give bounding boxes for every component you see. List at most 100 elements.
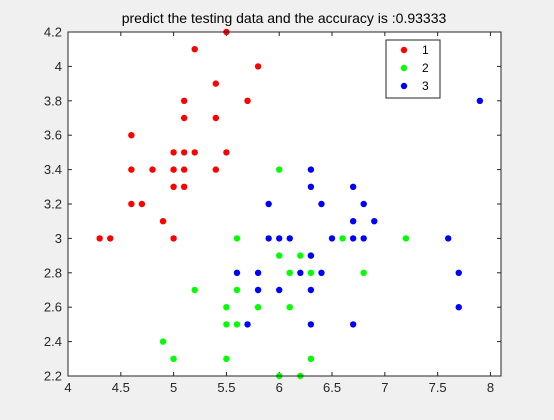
series-1-point	[254, 63, 262, 70]
series-3-point	[360, 235, 367, 242]
series-1-point	[170, 166, 177, 173]
series-2-point	[402, 235, 410, 242]
series-2-point	[339, 235, 346, 242]
series-2-point	[276, 166, 283, 173]
series-3-point	[349, 235, 357, 242]
series-3-point	[307, 166, 315, 173]
series-3-point	[455, 269, 462, 276]
y-tick-label: 3.6	[44, 128, 62, 143]
series-1-point	[170, 149, 177, 156]
x-tick-label: 4	[64, 380, 71, 395]
series-1-point	[128, 200, 135, 208]
series-3-point	[254, 286, 262, 294]
legend-entry-label: 1	[422, 43, 429, 57]
legend: 1 2 3	[385, 39, 441, 99]
series-3-point	[328, 235, 336, 242]
series-1-point	[180, 149, 188, 156]
series-3-point	[318, 200, 325, 208]
y-tick-label: 2.8	[44, 265, 62, 280]
data-points	[96, 28, 484, 380]
series-2-point	[233, 286, 241, 294]
series-1-point	[138, 200, 146, 208]
series-1-point	[180, 183, 188, 190]
series-2-point	[254, 304, 262, 311]
series-3-point	[307, 321, 315, 328]
legend-marker	[400, 46, 408, 54]
x-tick-label: 5	[170, 380, 177, 395]
series-2-point	[233, 235, 241, 242]
y-tick-label: 3.8	[44, 93, 62, 108]
x-tick-label: 6	[276, 380, 283, 395]
y-tick-label: 3.4	[44, 162, 62, 177]
y-tick-label: 2.4	[44, 334, 62, 349]
legend-marker	[400, 82, 408, 90]
series-3-point	[318, 269, 325, 276]
series-2-point	[191, 286, 198, 294]
series-2-point	[286, 269, 293, 276]
y-tick-label: 4.2	[44, 25, 62, 40]
series-3-point	[276, 235, 283, 242]
series-2-point	[307, 269, 315, 276]
series-1-point	[212, 166, 220, 173]
plot-frame	[67, 31, 502, 377]
series-3-point	[349, 218, 357, 225]
series-3-point	[455, 304, 462, 311]
series-3-point	[349, 183, 357, 190]
series-3-point	[244, 321, 251, 328]
legend-entry-label: 3	[422, 79, 429, 93]
series-1-point	[180, 114, 188, 122]
series-3-point	[476, 97, 484, 105]
y-tick-label: 3	[55, 231, 62, 246]
legend-marker	[400, 64, 408, 72]
y-tick-label: 4	[55, 59, 62, 74]
series-1-point	[180, 97, 188, 105]
series-1-point	[170, 235, 177, 242]
series-2-point	[159, 338, 167, 345]
series-2-point	[286, 304, 293, 311]
series-2-point	[170, 355, 177, 362]
series-1-point	[180, 166, 188, 173]
series-2-point	[223, 304, 230, 311]
series-1-point	[128, 166, 135, 173]
y-tick-label: 2.6	[44, 300, 62, 315]
axis-ticks: 4 4.5 5 5.5 6 6.5 7 7.5 8 2.2 2.4 2.6 2.8 3 3.2 3.4 3.6 3…	[44, 25, 501, 395]
series-3-point	[286, 235, 293, 242]
y-tick-label: 2.2	[44, 369, 62, 384]
legend-entry-label: 2	[422, 61, 429, 75]
series-3-point	[265, 200, 272, 208]
x-tick-label: 8	[487, 380, 494, 395]
series-2-point	[233, 321, 241, 328]
series-1-point	[128, 132, 135, 139]
series-3-point	[349, 321, 357, 328]
chart-title: predict the testing data and the accurac…	[122, 10, 447, 26]
series-3-point	[233, 269, 241, 276]
series-2-point	[223, 355, 230, 362]
series-1-point	[191, 46, 198, 53]
y-tick-label: 3.2	[44, 197, 62, 212]
legend-box	[385, 39, 441, 99]
x-tick-label: 6.5	[323, 380, 341, 395]
series-1-point	[212, 114, 220, 122]
series-1-point	[212, 80, 220, 87]
series-1-point	[149, 166, 156, 173]
x-tick-label: 7.5	[429, 380, 447, 395]
series-1-point	[107, 235, 114, 242]
series-3-point	[297, 269, 304, 276]
series-1-point	[159, 218, 167, 225]
series-3-point	[307, 183, 315, 190]
series-3-point	[444, 235, 452, 242]
series-1-point	[244, 97, 251, 105]
series-3-point	[371, 218, 378, 225]
series-3-point	[307, 286, 315, 294]
series-2-point	[223, 321, 230, 328]
series-1-point	[191, 149, 198, 156]
series-1-point	[96, 235, 103, 242]
series-2-point	[297, 252, 304, 259]
series-2-point	[276, 252, 283, 259]
series-3-point	[276, 286, 283, 294]
series-3-point	[265, 235, 272, 242]
x-tick-label: 7	[381, 380, 388, 395]
series-3-point	[307, 252, 315, 259]
series-2-point	[360, 269, 367, 276]
